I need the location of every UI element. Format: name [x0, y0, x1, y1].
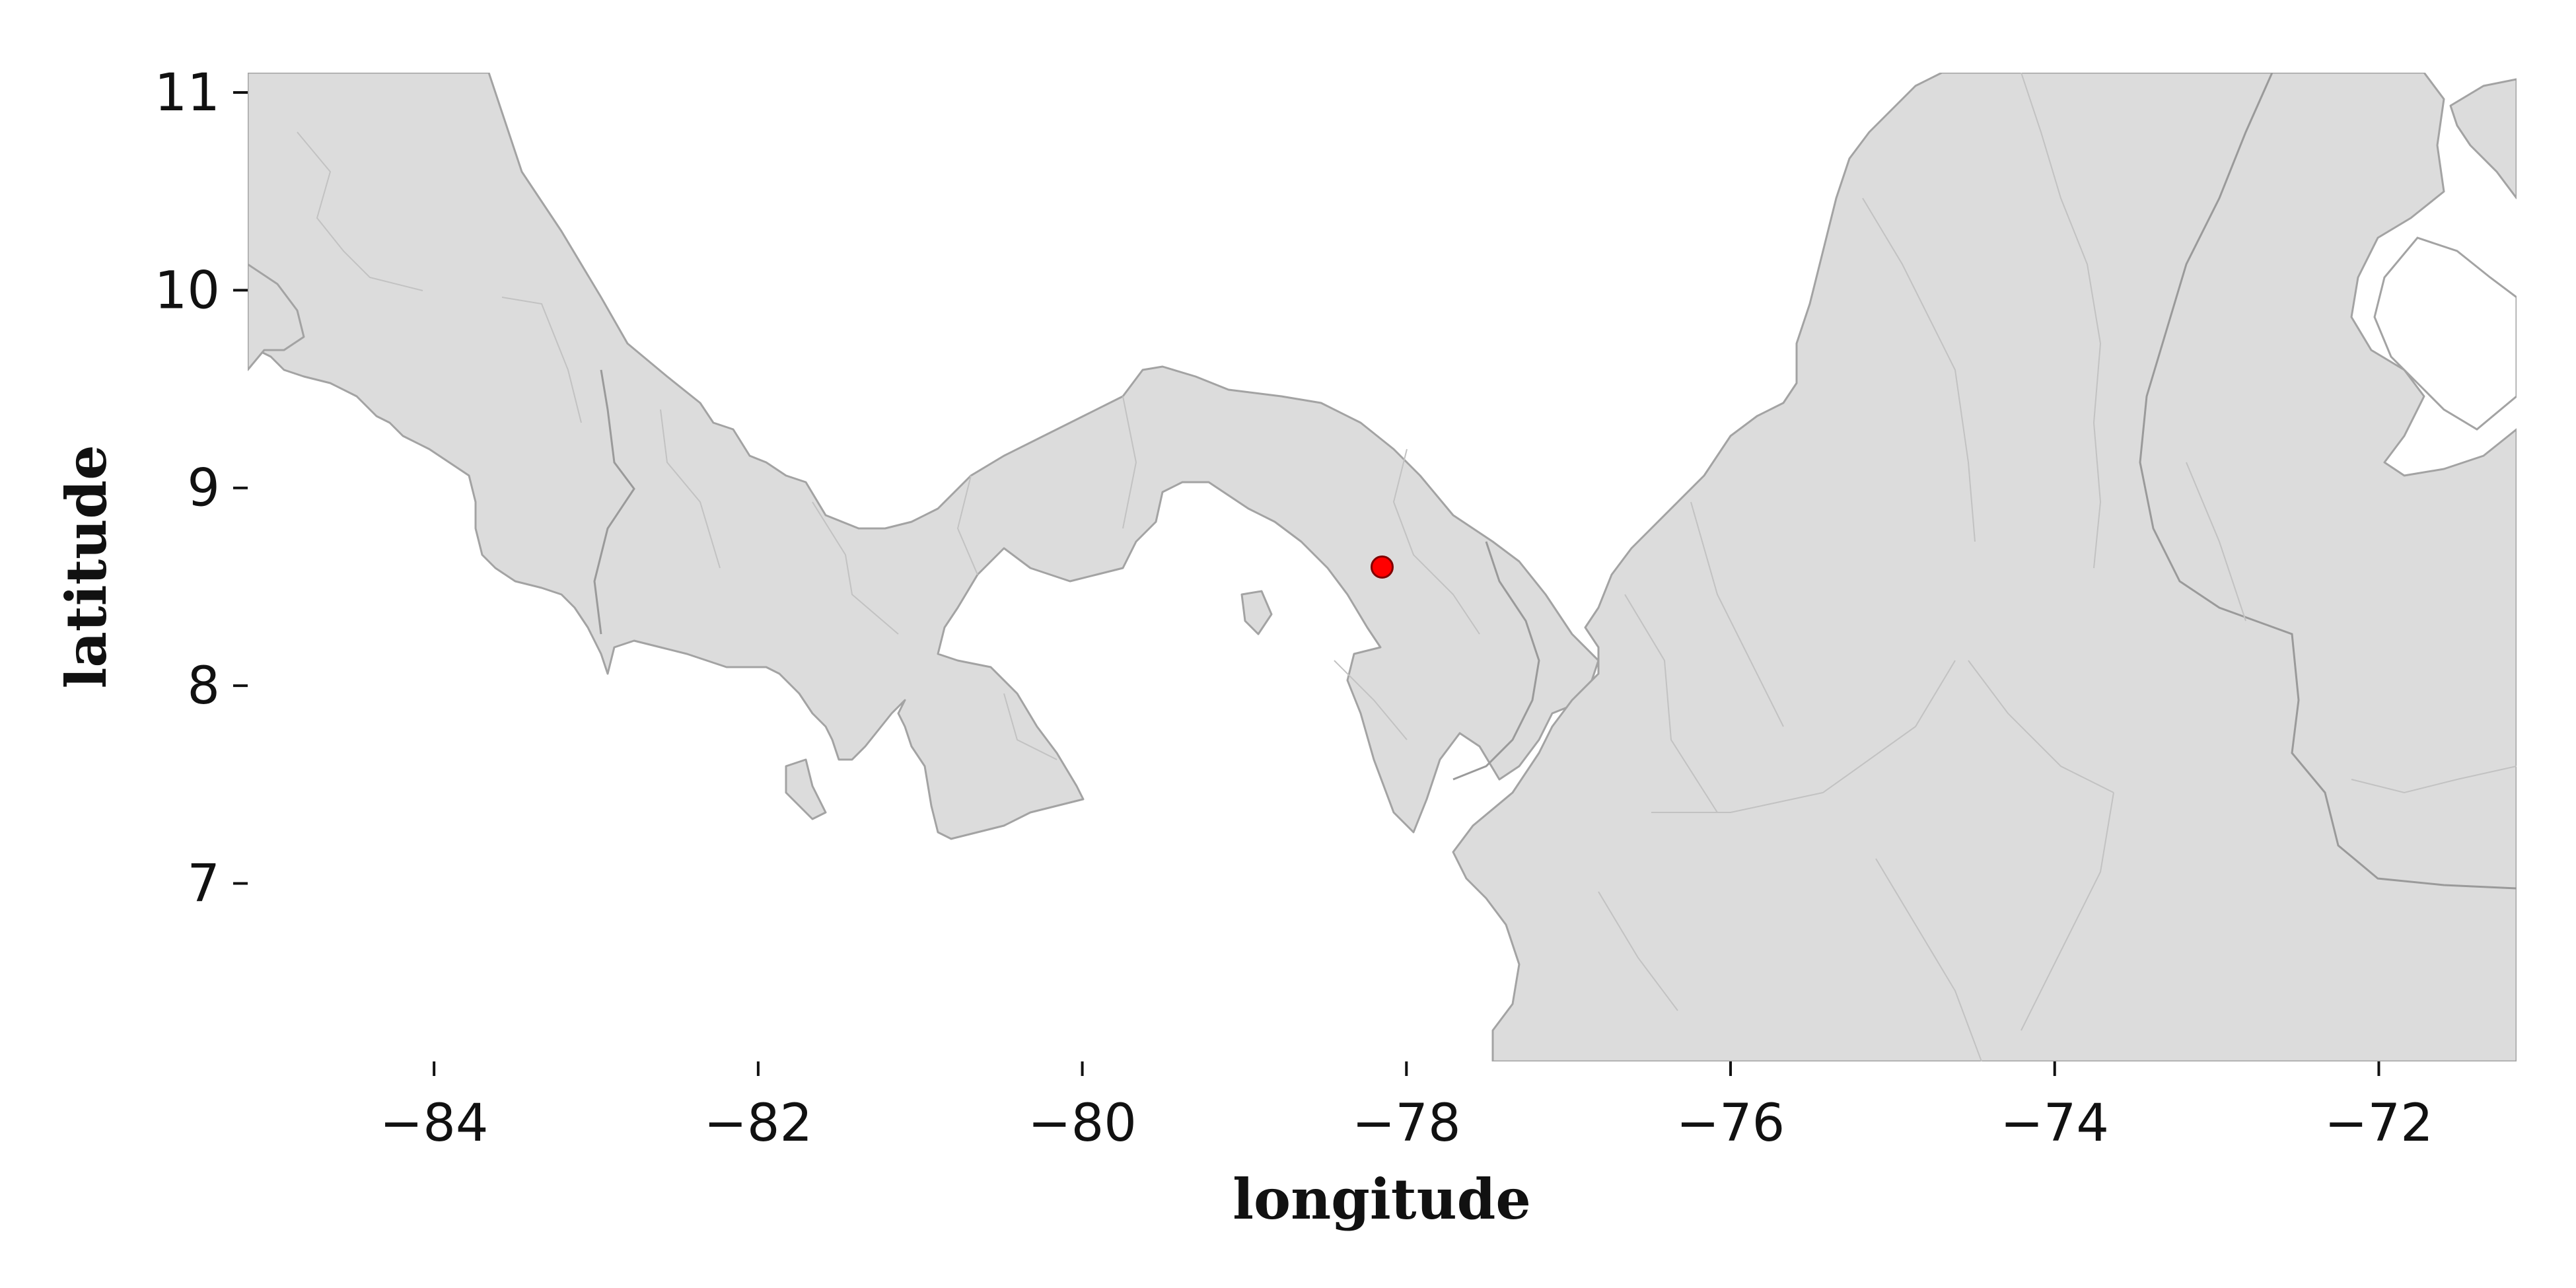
x-tick-label: −76: [1676, 1094, 1785, 1153]
y-axis-title: latitude: [54, 445, 119, 688]
lake-maracaibo: [2373, 236, 2517, 431]
central-america-landmass: [248, 73, 1600, 840]
x-axis: −84 −82 −80 −78 −76 −74 −72: [380, 1061, 2433, 1153]
south-america-landmass: [1452, 73, 2517, 1061]
y-tick-label: 7: [187, 855, 220, 914]
colombia-venezuela-border: [2139, 73, 2517, 890]
x-tick-label: −82: [704, 1094, 813, 1153]
coiba-island: [785, 758, 827, 820]
admin-boundary: [297, 73, 2517, 1061]
map-plot-area: [248, 73, 2517, 1061]
nicaragua-landmass: [248, 263, 305, 371]
y-axis: 7 8 9 10 11: [155, 63, 248, 914]
x-tick-label: −84: [380, 1094, 489, 1153]
x-tick-label: −74: [2000, 1094, 2109, 1153]
y-tick-label: 11: [155, 63, 220, 123]
venezuela-coast: [2449, 78, 2517, 199]
y-tick-label: 8: [187, 657, 220, 716]
y-tick-label: 10: [155, 261, 220, 320]
x-tick-label: −72: [2324, 1094, 2433, 1153]
costa-rica-panama-border: [593, 369, 635, 635]
x-tick-label: −80: [1028, 1094, 1137, 1153]
x-tick-label: −78: [1352, 1094, 1461, 1153]
x-axis-title: longitude: [1233, 1166, 1531, 1232]
panama-colombia-border: [1452, 541, 1540, 781]
y-tick-label: 9: [187, 459, 220, 519]
location-marker[interactable]: [1371, 555, 1394, 579]
pearl-islands: [1240, 590, 1273, 635]
